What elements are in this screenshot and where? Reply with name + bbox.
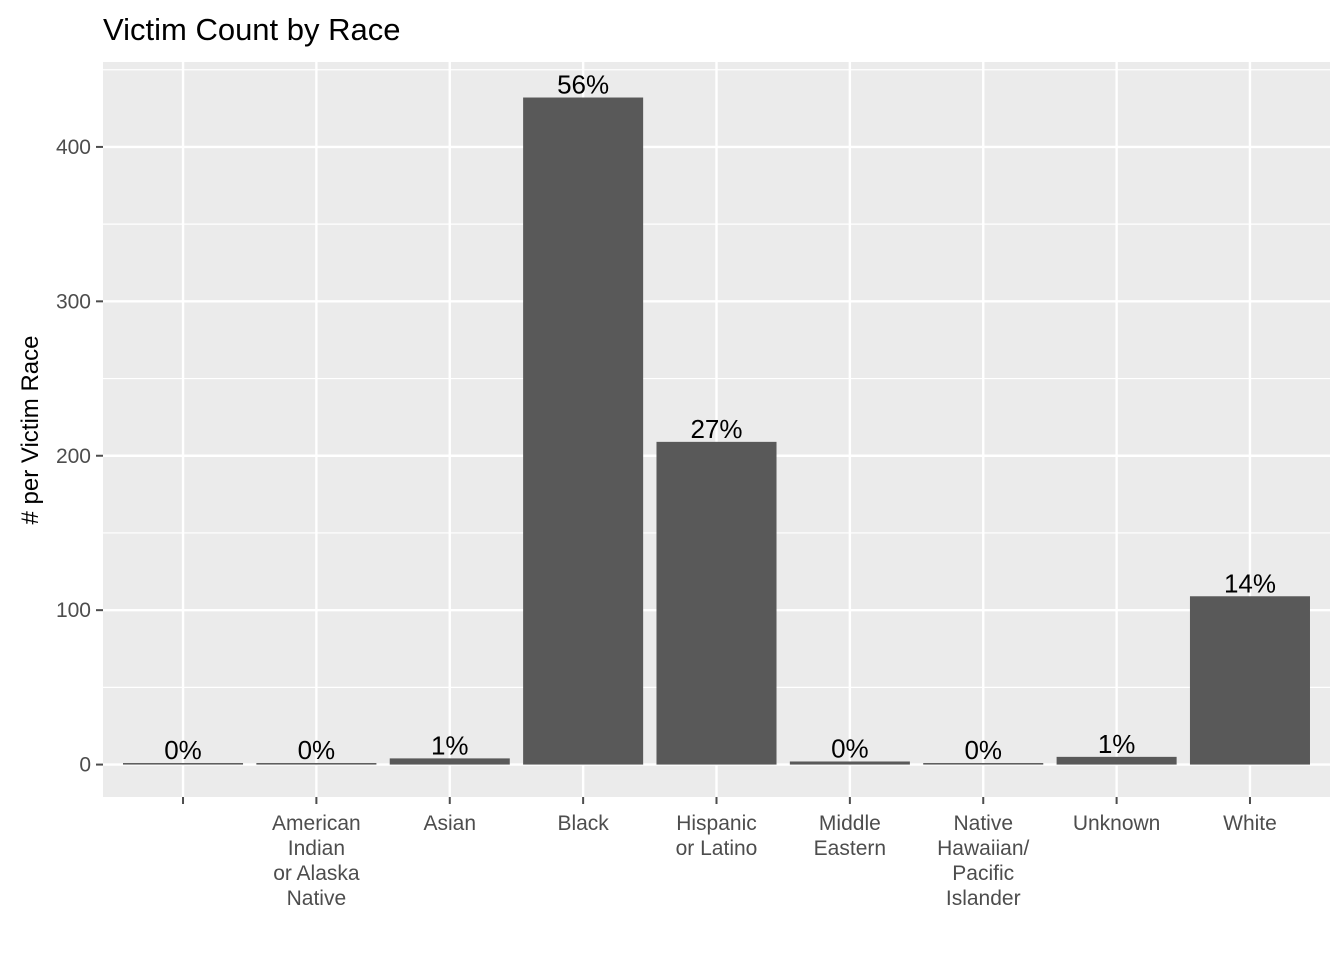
bar-8	[1189, 596, 1310, 765]
data-labels: 0% 0% 1% 56% 27% 0% 0% 1% 14%	[164, 70, 1276, 766]
bar-1	[256, 763, 377, 765]
data-label-5: 0%	[831, 733, 869, 763]
x-tick-label-6: Native Hawaiian/Pacific Islander	[937, 812, 1029, 910]
y-tick-label: 0	[79, 754, 91, 777]
x-tick-label-8: White	[1223, 812, 1277, 835]
y-tick-label: 400	[56, 136, 91, 159]
x-tick-label-3: Black	[557, 812, 609, 835]
x-tick-label-5: Middle Eastern	[814, 812, 886, 860]
bar-4	[656, 441, 777, 765]
y-axis-title: # per Victim Race	[17, 336, 44, 525]
x-tick-label-7: Unknown	[1073, 812, 1161, 835]
x-tick-label-4: Hispanic or Latino	[676, 812, 758, 860]
chart-title: Victim Count by Race	[103, 12, 401, 47]
data-label-0: 0%	[164, 735, 202, 765]
x-tick-label-1: American Indian or Alaska Native	[272, 812, 361, 910]
data-label-6: 0%	[964, 735, 1002, 765]
data-label-8: 14%	[1224, 568, 1276, 598]
y-tick-label: 300	[56, 290, 91, 313]
bar-6	[923, 763, 1044, 765]
x-tick-label-2: Asian	[423, 812, 476, 835]
y-axis: 0 100 200 300 400	[56, 136, 103, 777]
y-tick-label: 200	[56, 445, 91, 468]
bar-2	[389, 758, 510, 765]
bar-5	[789, 761, 910, 765]
x-axis: American Indian or Alaska Native Asian Black H…	[182, 797, 1277, 910]
bar-3	[523, 97, 644, 765]
data-label-4: 27%	[690, 414, 742, 444]
bar-7	[1056, 756, 1177, 765]
data-label-7: 1%	[1098, 729, 1136, 759]
y-tick-label: 100	[56, 599, 91, 622]
data-label-1: 0%	[298, 735, 336, 765]
data-label-3: 56%	[557, 70, 609, 100]
bar-0	[123, 763, 244, 765]
bars	[123, 97, 1310, 765]
data-label-2: 1%	[431, 730, 469, 760]
